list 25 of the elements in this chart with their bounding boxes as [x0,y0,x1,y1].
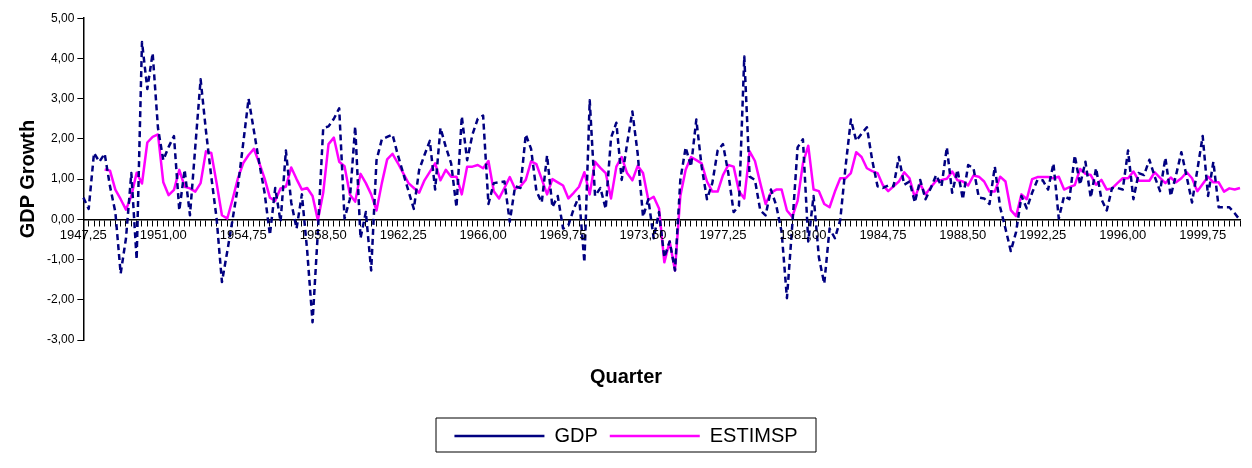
y-tick-label: 3,00 [50,90,75,105]
y-tick-label: 4,00 [50,50,75,65]
x-tick-label: 1962,25 [379,227,427,243]
y-tick-label: 5,00 [50,10,75,25]
y-tick-label: 0,00 [50,211,75,226]
x-tick-label: 1992,25 [1019,227,1067,243]
x-tick-label: 1999,75 [1179,227,1227,243]
x-tick-label: 1951,00 [139,227,187,243]
x-tick-label: 1984,75 [859,227,907,243]
legend-label: ESTIMSP [709,423,798,446]
y-axis-title: GDP Growth [15,119,38,239]
x-tick-label: 1958,50 [299,227,347,243]
y-tick-label: -3,00 [46,332,75,347]
x-tick-label: 1966,00 [459,227,507,243]
y-tick-label: -1,00 [46,251,75,266]
y-tick-label: -2,00 [46,292,75,307]
x-tick-label: 1988,50 [939,227,987,243]
x-tick-label: 1954,75 [219,227,267,243]
y-tick-label: 2,00 [50,131,75,146]
y-tick-label: 1,00 [50,171,75,186]
x-axis-title: Quarter [589,364,663,387]
legend-label: GDP [554,423,598,446]
x-tick-label: 1996,00 [1099,227,1147,243]
x-tick-label: 1969,75 [539,227,587,243]
x-tick-label: 1977,25 [699,227,747,243]
